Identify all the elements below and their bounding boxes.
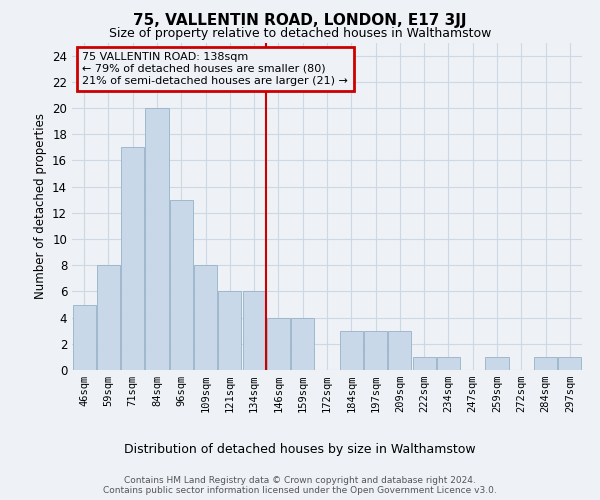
Bar (267, 318, 290, 370)
Bar (242, 292, 266, 370)
Bar (485, 357, 509, 370)
Bar (437, 357, 460, 370)
Bar (388, 330, 412, 370)
Y-axis label: Number of detached properties: Number of detached properties (34, 114, 47, 299)
Bar (121, 148, 144, 370)
Bar (194, 265, 217, 370)
Text: Distribution of detached houses by size in Walthamstow: Distribution of detached houses by size … (124, 442, 476, 456)
Bar (170, 200, 193, 370)
Bar (218, 292, 241, 370)
Bar (291, 318, 314, 370)
Text: Size of property relative to detached houses in Walthamstow: Size of property relative to detached ho… (109, 28, 491, 40)
Text: 75, VALLENTIN ROAD, LONDON, E17 3JJ: 75, VALLENTIN ROAD, LONDON, E17 3JJ (133, 12, 467, 28)
Bar (73, 304, 95, 370)
Bar (340, 330, 363, 370)
Text: Contains HM Land Registry data © Crown copyright and database right 2024.
Contai: Contains HM Land Registry data © Crown c… (103, 476, 497, 495)
Bar (364, 330, 387, 370)
Bar (534, 357, 557, 370)
Bar (145, 108, 169, 370)
Text: 75 VALLENTIN ROAD: 138sqm
← 79% of detached houses are smaller (80)
21% of semi-: 75 VALLENTIN ROAD: 138sqm ← 79% of detac… (82, 52, 348, 86)
Bar (559, 357, 581, 370)
Bar (97, 265, 120, 370)
Bar (413, 357, 436, 370)
